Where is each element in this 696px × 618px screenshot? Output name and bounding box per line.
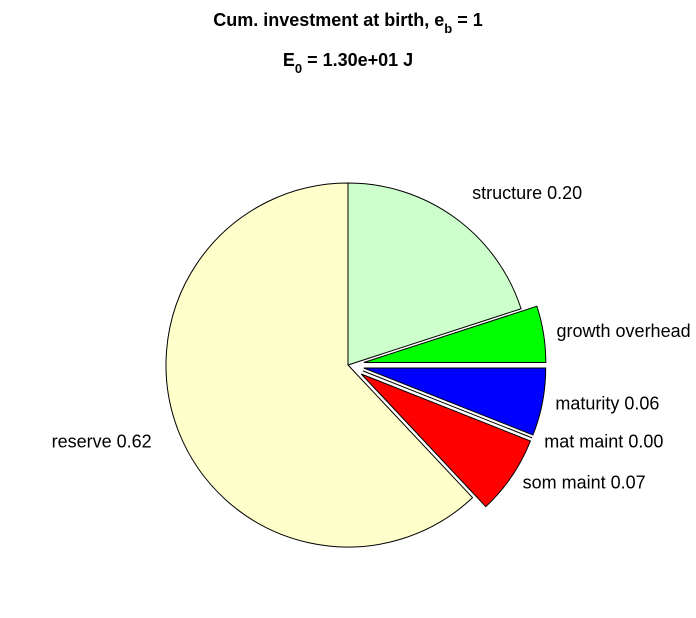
slice-name: structure bbox=[472, 183, 542, 203]
subtitle-subscript: 0 bbox=[295, 61, 302, 76]
slice-label: maturity 0.06 bbox=[555, 393, 659, 413]
chart-subtitle: E0 = 1.30e+01 J bbox=[283, 50, 413, 76]
chart-title: Cum. investment at birth, eb = 1 bbox=[213, 10, 483, 36]
slice-label: mat maint 0.00 bbox=[544, 431, 663, 451]
title-tail: = 1 bbox=[452, 10, 483, 30]
title-text: Cum. investment at birth, e bbox=[213, 10, 444, 30]
slice-name: reserve bbox=[52, 431, 112, 451]
slice-name: growth overhead bbox=[557, 321, 691, 341]
slice-value: 0.62 bbox=[117, 431, 152, 451]
slice-label: structure 0.20 bbox=[472, 183, 582, 203]
slice-value: 0.06 bbox=[624, 393, 659, 413]
slice-value: 0.00 bbox=[628, 431, 663, 451]
pie-slice bbox=[363, 367, 547, 436]
slice-label: growth overhead 0.05 bbox=[557, 321, 696, 341]
slice-label: reserve 0.62 bbox=[52, 431, 152, 451]
slice-value: 0.07 bbox=[611, 472, 646, 492]
pie-slice bbox=[363, 305, 547, 363]
slice-value: 0.20 bbox=[547, 183, 582, 203]
title-subscript: b bbox=[444, 21, 452, 36]
pie-slice bbox=[165, 182, 474, 548]
slice-label: som maint 0.07 bbox=[523, 472, 646, 492]
pie-slice bbox=[360, 373, 532, 508]
pie-slice bbox=[347, 182, 522, 366]
slice-name: som maint bbox=[523, 472, 606, 492]
slice-name: maturity bbox=[555, 393, 619, 413]
subtitle-text: E bbox=[283, 50, 295, 70]
subtitle-tail: = 1.30e+01 J bbox=[302, 50, 413, 70]
slice-name: mat maint bbox=[544, 431, 623, 451]
